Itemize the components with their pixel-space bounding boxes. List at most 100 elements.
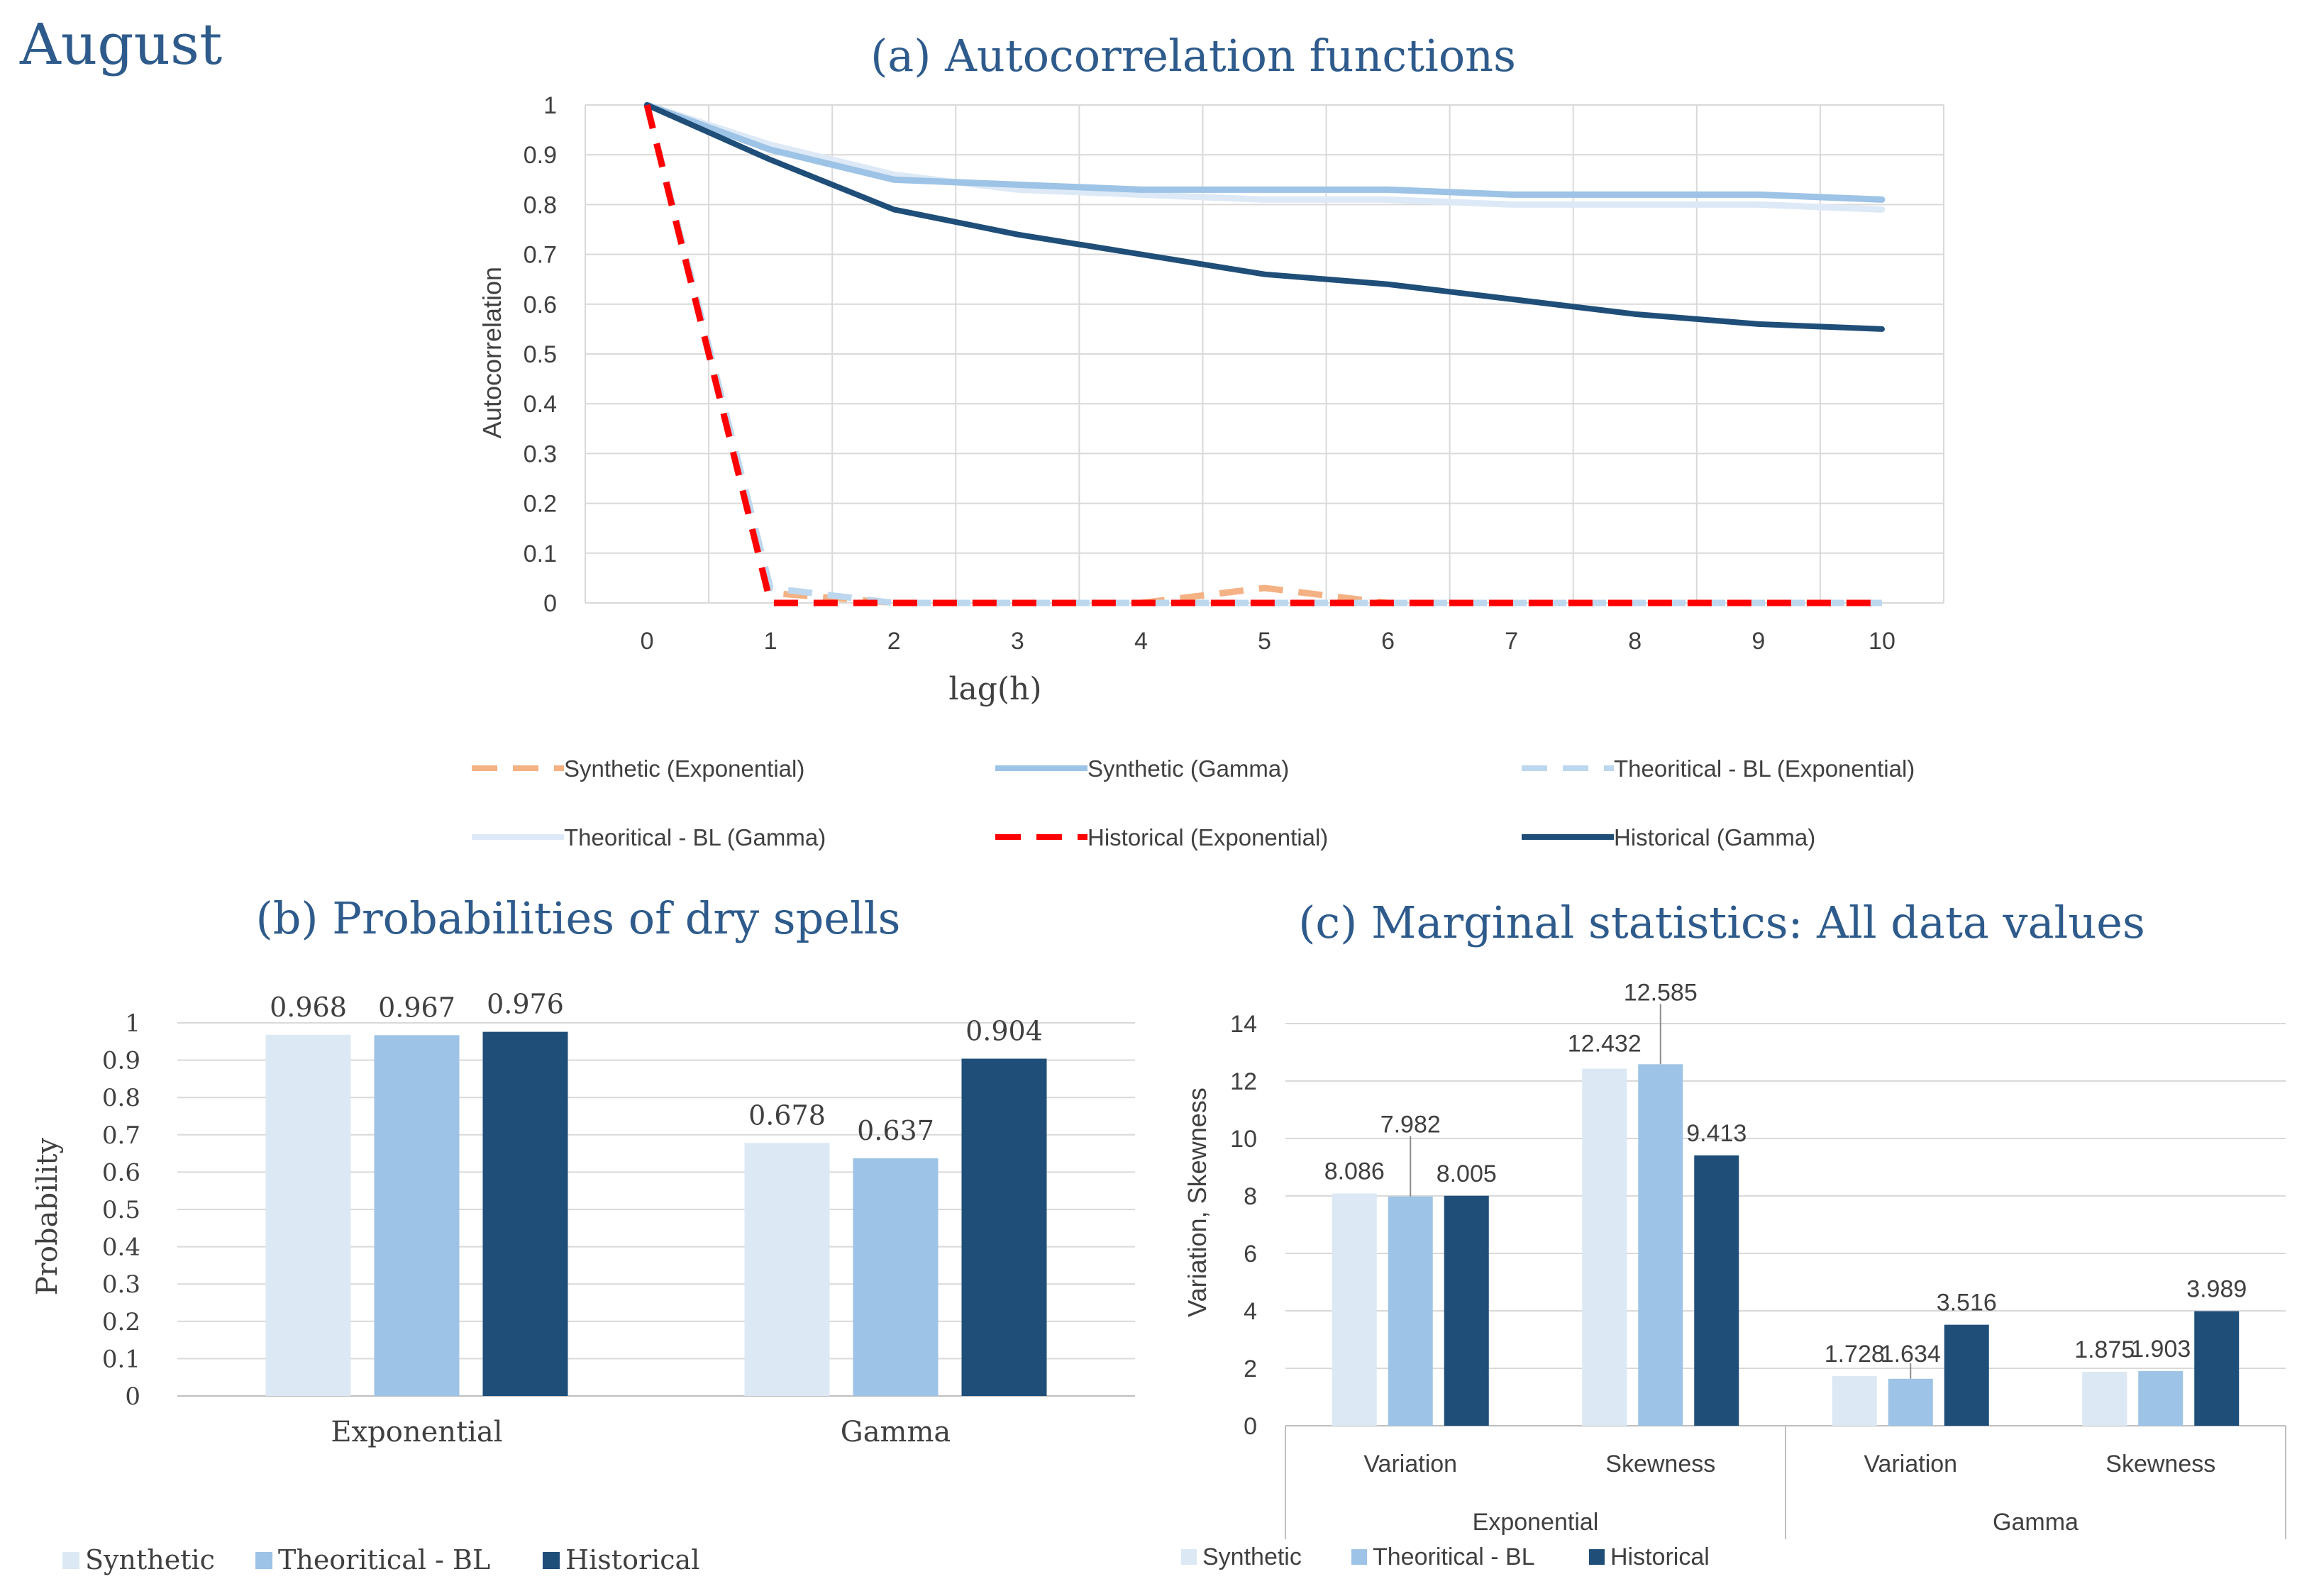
data-label: 1.875 [2074, 1336, 2135, 1363]
group-label: Gamma [1993, 1509, 2079, 1536]
bar-synthetic-1 [1582, 1068, 1627, 1426]
x-tick-label: 3 [1011, 628, 1024, 655]
x-tick-label: 5 [1258, 628, 1271, 655]
legend-label-1: Synthetic (Gamma) [1087, 755, 1289, 782]
y-tick-label: 0.5 [524, 341, 557, 368]
x-tick-label: 0 [641, 628, 654, 655]
bar-historical-3 [2194, 1311, 2240, 1426]
chart-a-x-ticks: 0 1 2 3 4 5 6 7 8 9 10 [641, 628, 1895, 655]
y-tick-label: 0.3 [524, 440, 557, 467]
group-label: Exponential [1473, 1509, 1599, 1536]
data-label: 0.976 [487, 989, 564, 1020]
bar-synthetic-2 [1832, 1376, 1877, 1426]
data-label: 3.516 [1937, 1290, 1997, 1317]
x-tick-label: 4 [1134, 628, 1148, 655]
series-line-5 [644, 102, 1885, 332]
bar-historical-1 [1694, 1155, 1739, 1426]
y-tick-label: 8 [1244, 1183, 1257, 1210]
legend-swatch-0 [62, 1552, 79, 1569]
data-label: 12.432 [1568, 1031, 1642, 1058]
legend-label-2: Historical [1610, 1544, 1710, 1570]
data-label: 9.413 [1686, 1120, 1747, 1147]
data-label: 0.968 [270, 992, 347, 1023]
y-tick-label: 0 [1244, 1413, 1257, 1440]
bar-theoritical-bl-3 [2138, 1370, 2183, 1426]
bar-theoritical-bl-0 [1388, 1196, 1433, 1426]
y-tick-label: 0.3 [102, 1270, 140, 1299]
chart-c-categories: Variation Skewness Variation Skewness Expone… [1363, 1451, 2215, 1536]
data-label: 12.585 [1624, 979, 1698, 1006]
y-tick-label: 0.6 [102, 1158, 140, 1187]
category-label: Skewness [1605, 1451, 1715, 1478]
category-label: Exponential [331, 1416, 502, 1448]
category-label: Variation [1363, 1451, 1457, 1478]
data-label: 0.904 [965, 1015, 1043, 1046]
bar-historical-2 [1944, 1324, 1989, 1426]
y-tick-label: 6 [1244, 1241, 1257, 1268]
chart-b-title: (b) Probabilities of dry spells [256, 892, 901, 944]
legend-swatch-0 [1181, 1549, 1197, 1565]
y-tick-label: 2 [1244, 1356, 1257, 1382]
y-tick-label: 4 [1244, 1298, 1257, 1325]
legend-label-2: Historical [565, 1544, 699, 1575]
y-tick-label: 0.5 [102, 1196, 140, 1224]
data-label: 0.637 [857, 1115, 934, 1146]
chart-b-categories: Exponential Gamma [331, 1416, 951, 1448]
y-tick-label: 0.4 [524, 391, 557, 418]
series-line-1 [643, 101, 1886, 203]
y-tick-label: 0.9 [102, 1047, 140, 1075]
chart-c-bars [1332, 1064, 2240, 1426]
bar-synthetic-3 [2082, 1372, 2127, 1426]
data-label: 1.903 [2130, 1336, 2191, 1363]
legend-swatch-1 [255, 1552, 272, 1569]
chart-c-legend: Synthetic Theoritical - BL Historical [1181, 1544, 1710, 1570]
bar-synthetic-0 [1332, 1193, 1377, 1426]
chart-c-y-axis-label: Variation, Skewness [1183, 1087, 1212, 1317]
bar-historical-0 [1444, 1195, 1489, 1426]
data-label: 7.982 [1380, 1112, 1441, 1138]
legend-swatch-1 [1351, 1549, 1367, 1565]
y-tick-label: 0.1 [102, 1345, 140, 1373]
y-tick-label: 12 [1230, 1068, 1257, 1095]
y-tick-label: 0 [543, 590, 557, 617]
data-label: 0.967 [378, 992, 455, 1023]
bar-historical-0 [482, 1031, 568, 1396]
legend-label-0: Synthetic [1202, 1544, 1302, 1570]
x-tick-label: 10 [1869, 628, 1895, 655]
chart-a-title: (a) Autocorrelation functions [870, 30, 1516, 82]
data-label: 0.678 [748, 1099, 826, 1131]
y-tick-label: 0.2 [524, 491, 557, 518]
chart-a-gridlines [585, 104, 1944, 604]
page-title: August [19, 11, 222, 77]
chart-a-x-axis-label: lag(h) [948, 671, 1041, 707]
y-tick-label: 0.7 [102, 1121, 140, 1150]
chart-c-title: (c) Marginal statistics: All data values [1298, 897, 2145, 948]
legend-label-3: Theoritical - BL (Gamma) [564, 824, 826, 850]
chart-b-bars [265, 1031, 1047, 1396]
bar-theoritical-bl-1 [1638, 1064, 1683, 1426]
y-tick-label: 0.8 [102, 1084, 140, 1112]
y-tick-label: 10 [1230, 1126, 1257, 1153]
legend-swatch-2 [543, 1552, 560, 1569]
series-line-3 [643, 101, 1886, 213]
legend-swatch-2 [1589, 1549, 1605, 1565]
chart-c-data-labels: 8.086 7.982 8.005 12.432 12.585 9.413 1.7281.6… [1324, 979, 2247, 1368]
bar-synthetic-0 [265, 1034, 351, 1396]
chart-b-data-labels: 0.968 0.967 0.976 0.678 0.637 0.904 [270, 989, 1043, 1146]
chart-b-legend: Synthetic Theoritical - BL Historical [62, 1544, 699, 1575]
panel-c-marginal-statistics: (c) Marginal statistics: All data values… [1181, 897, 2286, 1570]
y-tick-label: 0.6 [524, 292, 557, 318]
y-tick-label: 0.7 [524, 242, 557, 269]
bar-theoritical-bl-0 [374, 1035, 460, 1396]
x-tick-label: 8 [1628, 628, 1642, 655]
data-label: 8.005 [1437, 1160, 1497, 1187]
bar-theoritical-bl-1 [853, 1158, 939, 1396]
chart-b-y-ticks: 0 0.1 0.2 0.3 0.4 0.5 0.6 0.7 0.8 0.9 1 [102, 1009, 140, 1411]
y-tick-label: 1 [543, 92, 557, 119]
y-tick-label: 1 [125, 1009, 140, 1038]
series-line-4 [643, 104, 1882, 606]
legend-label-1: Theoritical - BL [1373, 1544, 1535, 1570]
chart-a-series [643, 101, 1886, 606]
chart-a-legend: Synthetic (Exponential) Synthetic (Gamma)… [472, 755, 1915, 850]
